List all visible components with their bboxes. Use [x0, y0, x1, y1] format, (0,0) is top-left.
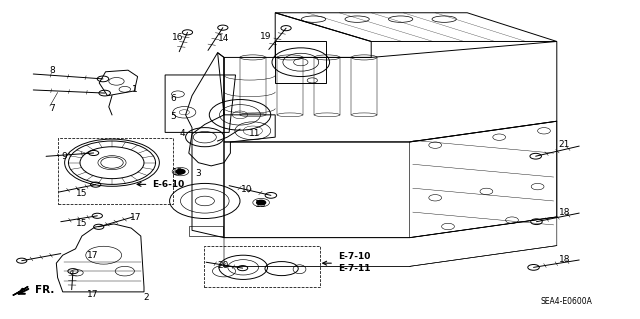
- Text: 18: 18: [559, 208, 570, 217]
- Text: SEA4-E0600A: SEA4-E0600A: [541, 297, 593, 306]
- Text: 4: 4: [180, 130, 185, 138]
- Text: 14: 14: [218, 34, 230, 43]
- Text: 15: 15: [76, 219, 88, 228]
- Text: FR.: FR.: [35, 285, 54, 295]
- Polygon shape: [13, 286, 28, 295]
- Text: E-7-10: E-7-10: [338, 252, 371, 261]
- Text: 2: 2: [143, 293, 148, 302]
- Text: 17: 17: [87, 290, 99, 299]
- Text: 1: 1: [132, 85, 137, 94]
- Text: 11: 11: [249, 130, 260, 138]
- Text: 3: 3: [196, 169, 201, 178]
- Circle shape: [176, 169, 185, 174]
- Text: 13: 13: [255, 200, 267, 209]
- Text: 15: 15: [76, 189, 88, 198]
- Text: 18: 18: [559, 256, 570, 264]
- Text: 16: 16: [172, 33, 184, 42]
- Text: 21: 21: [559, 140, 570, 149]
- Text: 7: 7: [50, 104, 55, 113]
- Text: 17: 17: [87, 251, 99, 260]
- Text: 20: 20: [217, 261, 228, 270]
- Circle shape: [257, 200, 266, 205]
- Text: 12: 12: [172, 168, 184, 177]
- Text: 8: 8: [50, 66, 55, 75]
- Text: 5: 5: [170, 112, 175, 121]
- Text: 10: 10: [241, 185, 252, 194]
- Text: 6: 6: [170, 94, 175, 103]
- Text: 9: 9: [61, 152, 67, 161]
- Text: 17: 17: [130, 213, 141, 222]
- Text: E-7-11: E-7-11: [338, 264, 371, 273]
- Text: 19: 19: [260, 32, 271, 41]
- Text: E-6-10: E-6-10: [152, 180, 184, 189]
